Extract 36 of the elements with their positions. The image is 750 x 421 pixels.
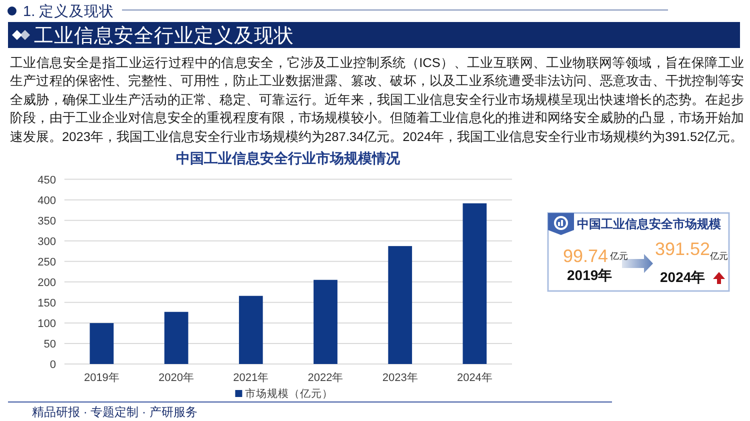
text: 工业信息安全是指工业运行过程中的信息安全，它涉及工业控制系统（ICS）、工业互联网、工业物联网等领域，旨在保障工业生产过程的保密性、完整性、可用性，防止工业数据泄露、篡改、破坏，以及工业系统遭受非法访问、恶意攻击、干扰控制等安全威胁，确保工业生产活动的正常、稳定、可靠运行。近年来，我国工业信息安全行业市场规模呈现出快速增长的态势。在起步阶段，由于工业企业对信息安全的重视程度有限，市场规模较小。但随着工业信息化的推进和网络安全威胁的凸显，市场开始加速发展。2023年，我国工业信息安全行业市场规模约为287.34亿元。2024年，我国工业信息安全行业市场规模约为391.52亿元。	[10, 54, 744, 146]
x-tick-label: 2022年	[308, 372, 344, 384]
text: 精品研报 · 专题定制 · 产研服务	[32, 405, 198, 419]
bar	[314, 280, 338, 364]
x-tick-label: 2024年	[456, 372, 492, 384]
x-tick-label: 2020年	[158, 372, 194, 384]
text: 2019年	[567, 267, 612, 283]
text: 1. 定义及现状	[23, 3, 114, 20]
x-tick-label: 2023年	[382, 372, 418, 384]
y-tick-label: 50	[44, 338, 56, 350]
text: 2024年	[660, 269, 706, 285]
legend-label: 市场规模（亿元）	[245, 387, 334, 400]
text: 中国工业信息安全市场规模	[577, 217, 721, 231]
text: 99.74	[563, 246, 608, 266]
legend: 市场规模（亿元）	[235, 388, 334, 400]
y-tick-label: 250	[38, 256, 56, 268]
bar	[388, 246, 412, 364]
text: 亿元	[609, 251, 628, 261]
bar	[90, 323, 114, 364]
bar	[238, 296, 263, 364]
y-tick-label: 450	[38, 174, 56, 186]
x-tick-label: 2021年	[233, 372, 269, 384]
y-tick-label: 0	[50, 359, 56, 371]
bar	[164, 312, 188, 364]
x-tick-label: 2019年	[84, 372, 120, 384]
y-tick-label: 100	[38, 318, 56, 330]
y-tick-label: 200	[38, 276, 56, 289]
y-tick-label: 300	[38, 236, 56, 248]
bar	[462, 203, 487, 364]
y-tick-label: 350	[38, 215, 56, 228]
text: 391.52	[655, 239, 710, 259]
y-tick-label: 150	[38, 297, 56, 310]
text: 亿元	[709, 251, 728, 261]
text: 工业信息安全行业定义及现状	[34, 25, 294, 47]
chart-title: 中国工业信息安全行业市场规模情况	[176, 150, 402, 166]
y-tick-label: 400	[38, 194, 56, 207]
